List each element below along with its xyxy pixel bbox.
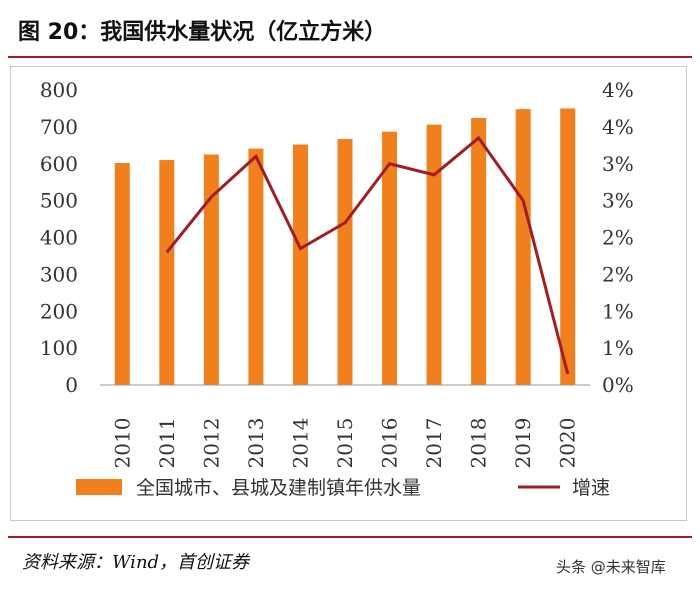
x-tick-label: 2018 [467, 418, 491, 469]
title-bar: 图 20：我国供水量状况（亿立方米） [0, 0, 700, 56]
x-tick-label: 2019 [511, 418, 535, 469]
right-tick-label: 3% [602, 152, 634, 176]
bar [114, 163, 130, 385]
right-tick-label: 0% [602, 373, 634, 397]
bar [203, 154, 219, 385]
x-tick-label: 2013 [244, 418, 268, 469]
bar [560, 108, 576, 385]
x-tick-label: 2014 [288, 418, 312, 469]
x-tick-label: 2020 [556, 418, 580, 469]
legend-bar-label: 全国城市、县城及建制镇年供水量 [136, 477, 421, 499]
x-tick-label: 2011 [155, 418, 179, 469]
bar [515, 109, 531, 386]
right-tick-label: 4% [602, 78, 634, 102]
left-tick-label: 800 [40, 78, 78, 102]
bar [471, 118, 487, 386]
left-tick-label: 0 [65, 373, 78, 397]
right-tick-label: 1% [602, 299, 634, 323]
right-tick-label: 2% [602, 262, 634, 286]
footer-divider [8, 536, 692, 538]
right-tick-label: 1% [602, 336, 634, 360]
right-tick-label: 4% [602, 115, 634, 139]
bar [292, 144, 308, 385]
figure-title: 图 20：我国供水量状况（亿立方米） [18, 20, 387, 45]
bar [382, 131, 398, 385]
left-tick-label: 400 [40, 226, 78, 250]
bar [337, 139, 353, 385]
title-divider [8, 56, 692, 58]
legend-bar-swatch [76, 479, 122, 495]
x-tick-label: 2017 [422, 418, 446, 469]
x-tick-label: 2016 [378, 418, 402, 469]
chart-frame [10, 66, 687, 521]
source-note: 资料来源：Wind，首创证券 [22, 552, 250, 573]
x-tick-label: 2010 [110, 418, 134, 469]
left-tick-label: 200 [40, 299, 78, 323]
growth-line [165, 135, 570, 375]
chart: 0 100 200 300 400 500 600 700 800 0% 1% 1% 2% 2% 3% 3% 4… [40, 78, 634, 499]
bar [159, 160, 175, 385]
left-tick-label: 100 [40, 336, 78, 360]
legend-line-label: 增速 [572, 477, 610, 499]
right-tick-label: 2% [602, 226, 634, 250]
x-tick-label: 2012 [199, 418, 223, 469]
left-tick-label: 700 [40, 115, 78, 139]
bar [426, 124, 442, 385]
x-tick-label: 2015 [333, 418, 357, 469]
left-tick-label: 500 [40, 189, 78, 213]
right-tick-label: 3% [602, 189, 634, 213]
left-tick-label: 600 [40, 152, 78, 176]
bar [248, 148, 264, 385]
left-tick-label: 300 [40, 262, 78, 286]
watermark: 头条 @未来智库 [556, 558, 666, 576]
